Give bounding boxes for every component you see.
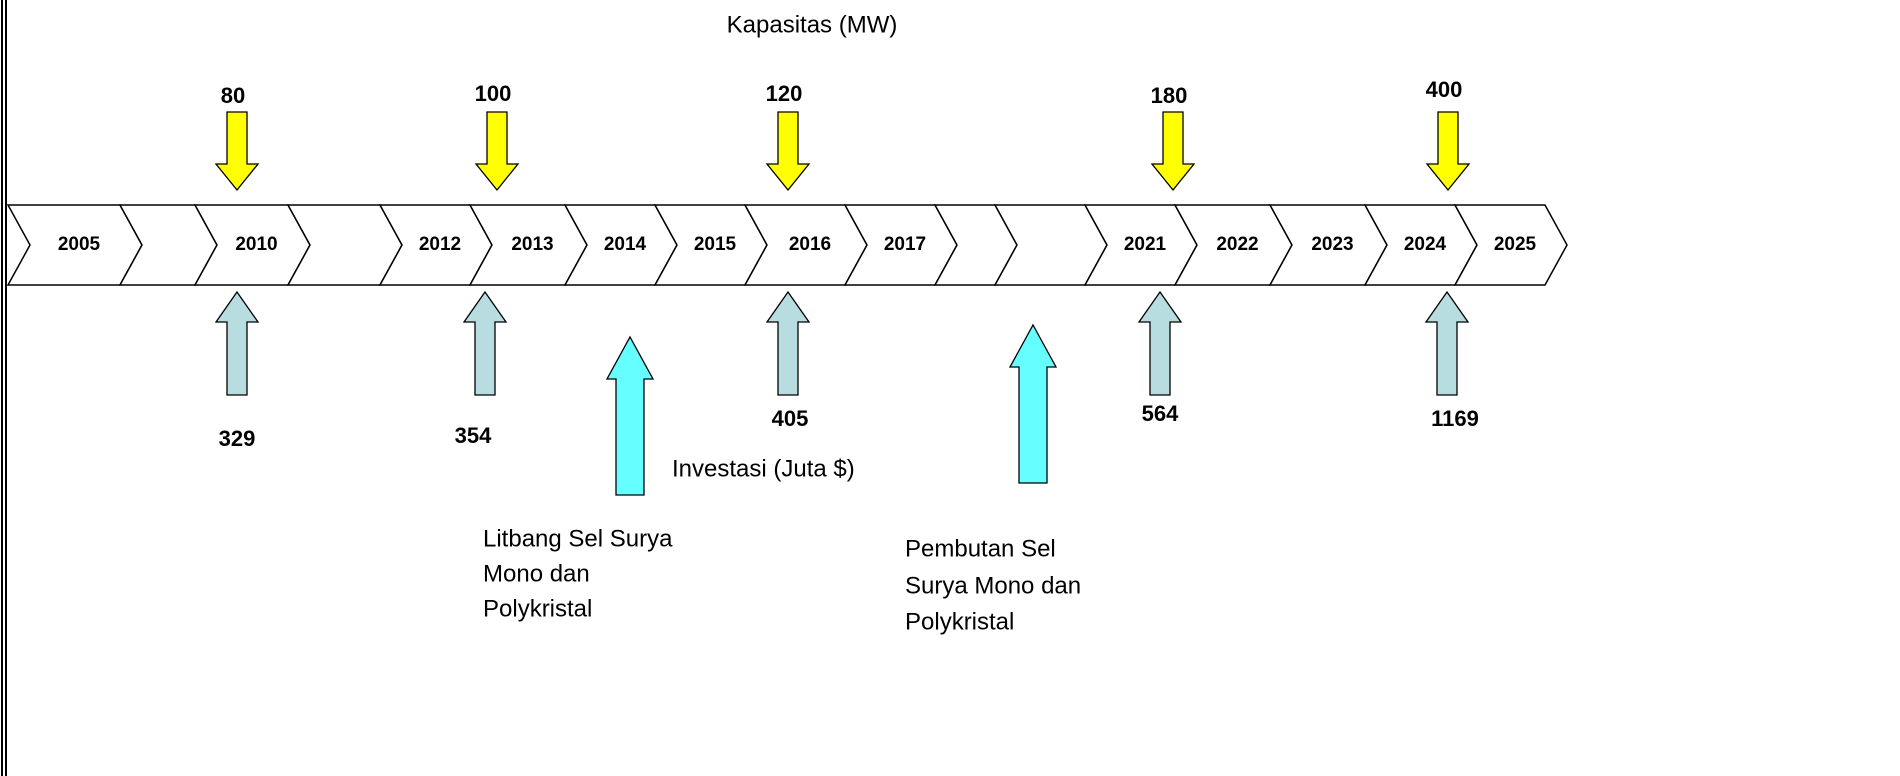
- investment-value: 564: [1142, 401, 1179, 426]
- investment-value: 329: [219, 426, 256, 451]
- investment-value: 1169: [1431, 406, 1479, 431]
- year-label: 2010: [235, 234, 277, 255]
- year-label: 2024: [1404, 234, 1447, 255]
- year-label: 2015: [694, 234, 737, 255]
- capacity-value: 80: [221, 83, 245, 108]
- chevron: [1453, 204, 1568, 286]
- investment-arrow: [1424, 290, 1470, 396]
- capacity-arrow: [214, 111, 260, 192]
- investment-arrow: [1137, 290, 1183, 396]
- capacity-value: 120: [766, 81, 803, 106]
- capacity-arrow: [1425, 111, 1471, 192]
- year-label: 2022: [1216, 234, 1258, 255]
- capacity-arrow: [474, 111, 520, 192]
- capacity-arrow: [1150, 111, 1196, 192]
- capacity-arrow: [765, 111, 811, 192]
- investment-label: Investasi (Juta $): [672, 455, 855, 482]
- investment-value: 354: [455, 423, 492, 448]
- year-label: 2005: [58, 234, 101, 255]
- milestone-text: Surya Mono dan: [905, 572, 1081, 599]
- capacity-value: 180: [1151, 83, 1188, 108]
- milestone-text: Polykristal: [905, 608, 1014, 635]
- capacity-value: 100: [475, 81, 512, 106]
- milestone-arrow: [1008, 323, 1058, 484]
- year-label: 2023: [1311, 234, 1353, 255]
- investment-value: 405: [772, 406, 809, 431]
- investment-arrow: [214, 290, 260, 396]
- milestone-text: Litbang Sel Surya: [483, 525, 673, 552]
- milestone-arrow: [605, 335, 655, 496]
- investment-arrow: [462, 290, 508, 396]
- year-label: 2013: [511, 234, 553, 255]
- title: Kapasitas (MW): [727, 11, 898, 38]
- year-label: 2012: [419, 234, 461, 255]
- investment-arrow: [765, 290, 811, 396]
- capacity-value: 400: [1426, 77, 1463, 102]
- year-label: 2025: [1494, 234, 1537, 255]
- milestone-text: Polykristal: [483, 595, 592, 622]
- year-label: 2017: [884, 234, 926, 255]
- milestone-text: Pembutan Sel: [905, 535, 1056, 562]
- year-label: 2021: [1124, 234, 1167, 255]
- year-label: 2016: [789, 234, 831, 255]
- year-label: 2014: [604, 234, 647, 255]
- milestone-text: Mono dan: [483, 560, 590, 587]
